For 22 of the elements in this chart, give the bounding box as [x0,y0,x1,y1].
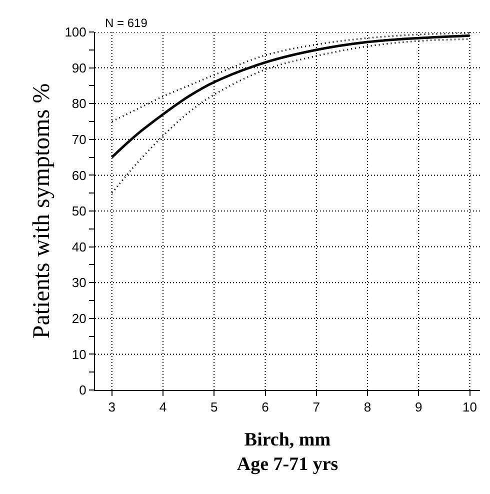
y-tick-label: 0 [79,382,86,398]
y-tick-label: 100 [64,24,86,40]
x-tick-label: 10 [462,400,478,415]
x-tick-label: 6 [262,400,269,415]
y-tick-label: 20 [72,310,86,326]
y-tick-label: 70 [72,132,86,147]
x-tick-label: 5 [210,400,218,415]
y-tick-label: 30 [72,275,86,290]
x-tick-label: 9 [415,400,422,415]
y-tick-label: 60 [72,168,86,183]
y-tick-label: 90 [72,60,86,76]
y-axis-title: Patients with symptoms % [28,83,55,339]
y-tick-label: 50 [72,204,86,219]
x-axis-title: Birch, mm Age 7-71 yrs [236,429,338,476]
x-tick-label: 4 [159,400,167,415]
x-tick-label: 3 [108,400,116,415]
y-tick-label: 80 [72,96,86,112]
text: N = 619 [105,16,148,30]
y-tick-label: 10 [72,346,86,362]
x-tick-label: 8 [364,400,372,415]
x-tick-label: 7 [312,400,320,415]
y-tick-label: 40 [72,239,86,254]
